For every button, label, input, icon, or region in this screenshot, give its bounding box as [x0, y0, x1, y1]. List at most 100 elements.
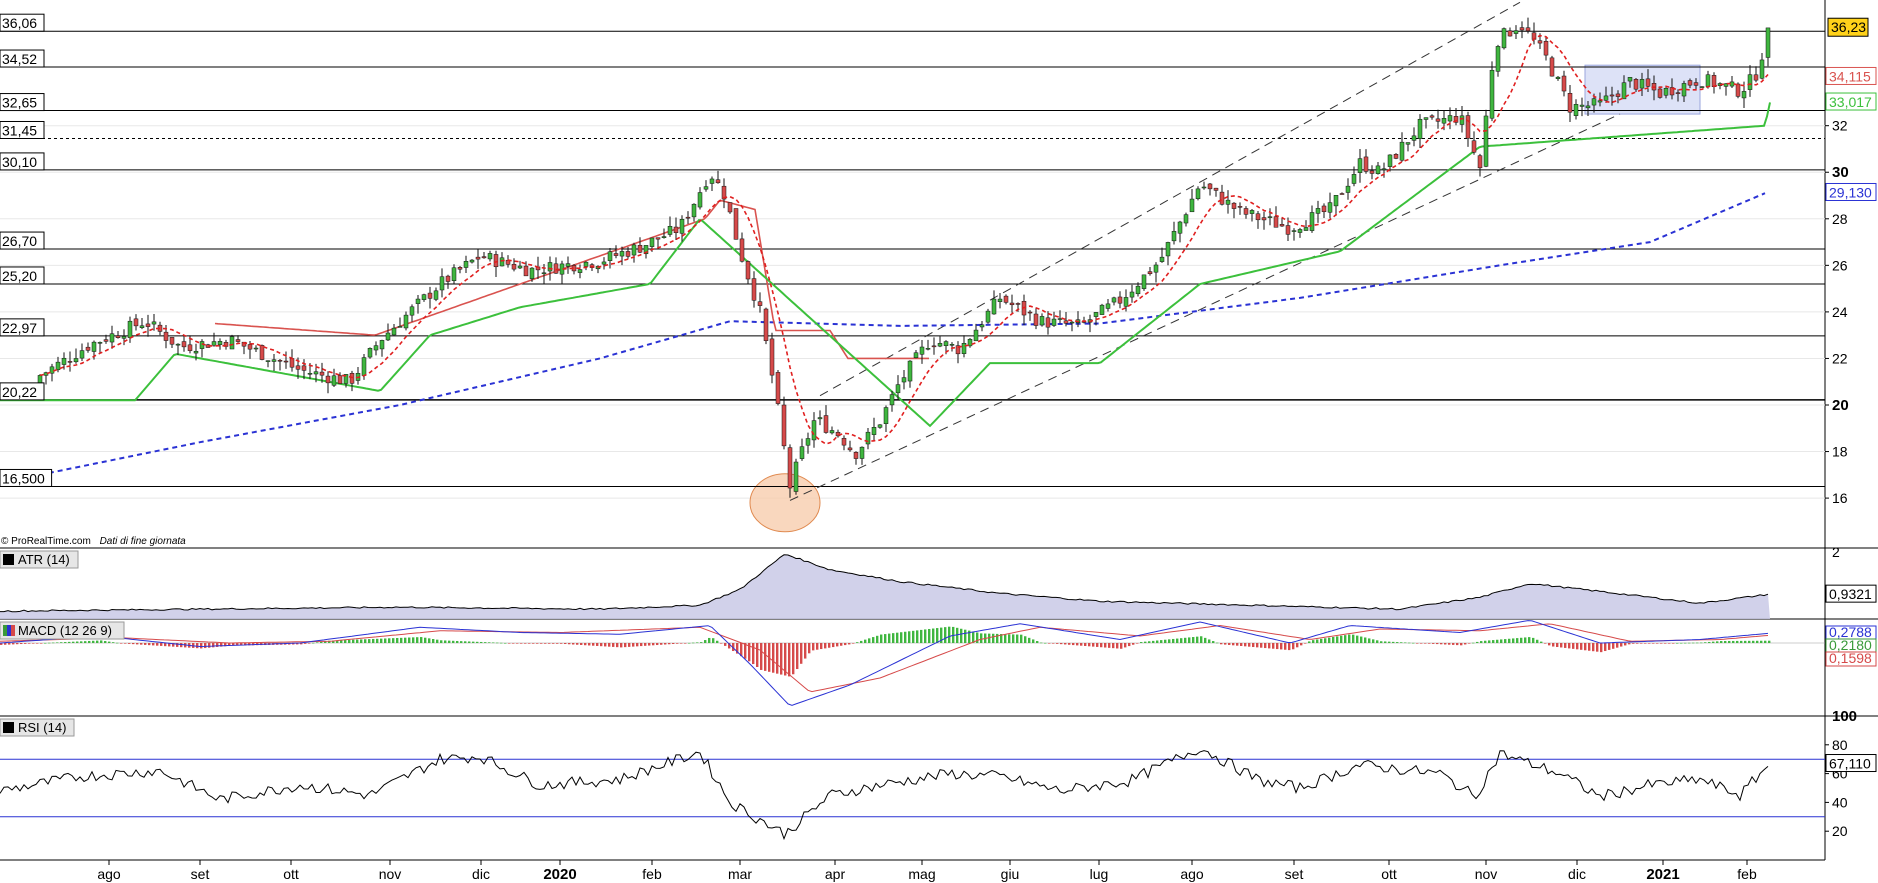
- candle-body: [481, 256, 487, 259]
- macd-histogram-bar: [844, 643, 847, 646]
- candle-body: [541, 272, 547, 275]
- macd-last-box: [1825, 651, 1877, 667]
- last-price-badge: [1827, 17, 1869, 37]
- candle-body: [1495, 46, 1501, 72]
- macd-histogram-bar: [1272, 643, 1275, 649]
- candle-body: [1735, 83, 1741, 97]
- macd-histogram-bar: [552, 643, 555, 644]
- long-moving-average-line: [39, 192, 1766, 476]
- atr-title-text: ATR (14): [18, 552, 70, 567]
- macd-histogram-bar: [800, 643, 803, 664]
- macd-histogram-bar: [724, 643, 727, 646]
- macd-histogram-bar: [1120, 643, 1123, 649]
- ma-short-path: [39, 34, 1769, 445]
- rsi-title[interactable]: RSI (14): [0, 718, 75, 737]
- rsi-last-value: 67,110: [1829, 756, 1871, 772]
- candle-body: [1177, 221, 1183, 234]
- candle-body: [1237, 206, 1243, 208]
- macd-histogram-bar: [1256, 643, 1259, 648]
- macd-histogram-bar: [1680, 642, 1683, 644]
- macd-histogram-bar: [460, 641, 463, 643]
- level-label-box: [0, 93, 45, 112]
- macd-histogram-bar: [840, 643, 843, 646]
- macd-histogram-bar: [1728, 640, 1731, 643]
- level-label: 26,70: [2, 233, 37, 249]
- macd-histogram-bar: [232, 643, 235, 646]
- candle-body: [955, 345, 961, 355]
- macd-histogram-bar: [1096, 643, 1099, 647]
- candle-body: [1657, 88, 1663, 98]
- candle-body: [1111, 297, 1117, 303]
- macd-histogram-bar: [688, 642, 691, 644]
- candle-body: [1555, 76, 1561, 79]
- last-price-label: 36,23: [1831, 19, 1866, 35]
- candle-body: [475, 256, 481, 260]
- candle-body: [553, 263, 559, 274]
- macd-histogram-bar: [1740, 640, 1743, 643]
- macd-histogram-bar: [1536, 639, 1539, 643]
- atr-last-value: 0,9321: [1829, 586, 1872, 602]
- macd-histogram-bar: [640, 643, 643, 647]
- macd-histogram-bar: [652, 643, 655, 646]
- candle-body: [1393, 153, 1399, 159]
- macd-histogram-bar: [972, 631, 975, 643]
- candle-body: [1303, 227, 1309, 231]
- macd-histogram-bar: [1148, 641, 1151, 643]
- candle-body: [751, 278, 757, 301]
- macd-histogram-bar: [1048, 643, 1051, 644]
- macd-histogram-bar: [792, 643, 795, 675]
- macd-histogram-bar: [92, 640, 95, 643]
- time-x-axis: ago set ott nov dic 2020 feb mar apr mag giu lug ago…: [97, 860, 1757, 883]
- candle-body: [1273, 216, 1279, 228]
- macd-histogram-bar: [1284, 643, 1287, 650]
- macd-histogram-bar: [988, 633, 991, 643]
- macd-histogram-bar: [1596, 643, 1599, 652]
- macd-histogram-bar: [1296, 643, 1299, 648]
- macd-histogram-bar: [88, 640, 91, 643]
- macd-histogram-bar: [492, 642, 495, 644]
- candle-body: [583, 261, 589, 267]
- candle-body: [1633, 79, 1639, 90]
- macd-histogram-bar: [1512, 638, 1515, 643]
- candle-body: [577, 269, 583, 273]
- macd-line: [0, 620, 1769, 706]
- macd-histogram-bar: [1516, 638, 1519, 643]
- macd-histogram-bar: [1036, 641, 1039, 643]
- candle-body: [1315, 208, 1321, 214]
- level-label-box: [0, 120, 45, 139]
- macd-histogram-bar: [328, 640, 331, 643]
- candle-body: [685, 216, 691, 219]
- macd-histogram-bar: [304, 643, 307, 644]
- candle-body: [1117, 296, 1123, 304]
- macd-histogram-bar: [128, 643, 131, 644]
- macd-histogram-bar: [1020, 634, 1023, 643]
- candle-body: [403, 314, 409, 329]
- macd-title[interactable]: MACD (12 26 9): [0, 621, 125, 640]
- candle-body: [1375, 165, 1381, 174]
- macd-histogram-bar: [776, 643, 779, 674]
- macd-histogram-bar: [1332, 637, 1335, 643]
- macd-histogram-bar: [1028, 637, 1031, 643]
- macd-histogram-bar: [508, 643, 511, 644]
- macd-histogram-bar: [16, 643, 19, 645]
- time-tick-label: feb: [642, 866, 662, 882]
- macd-histogram-bar: [36, 643, 39, 644]
- macd-histogram-bar: [1748, 640, 1751, 643]
- macd-histogram-bar: [1208, 639, 1211, 643]
- macd-histogram-bar: [144, 643, 147, 645]
- candle-body: [1159, 256, 1165, 262]
- atr-title[interactable]: ATR (14): [0, 550, 79, 569]
- macd-last-value: 0,2788: [1829, 624, 1872, 640]
- macd-histogram-bar: [672, 643, 675, 644]
- macd-histogram-bar: [1428, 643, 1431, 644]
- macd-histogram-bar: [24, 643, 27, 644]
- macd-histogram-bar: [428, 638, 431, 643]
- time-tick-label: dic: [1568, 866, 1586, 882]
- macd-histogram-bar: [536, 643, 539, 644]
- price-tick-label: 28: [1832, 211, 1848, 227]
- macd-histogram-bar: [1644, 643, 1647, 644]
- macd-histogram-bar: [816, 643, 819, 650]
- macd-histogram-bar: [1232, 643, 1235, 646]
- candle-body: [319, 371, 325, 376]
